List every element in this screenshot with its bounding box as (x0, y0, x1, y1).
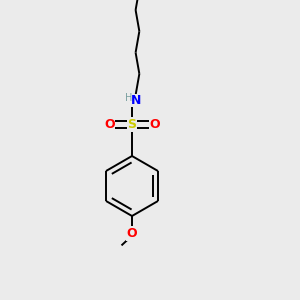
Text: O: O (127, 227, 137, 240)
Text: H: H (125, 93, 133, 103)
Text: N: N (130, 94, 141, 107)
Text: O: O (149, 118, 160, 131)
Text: O: O (104, 118, 115, 131)
Text: S: S (128, 118, 136, 131)
